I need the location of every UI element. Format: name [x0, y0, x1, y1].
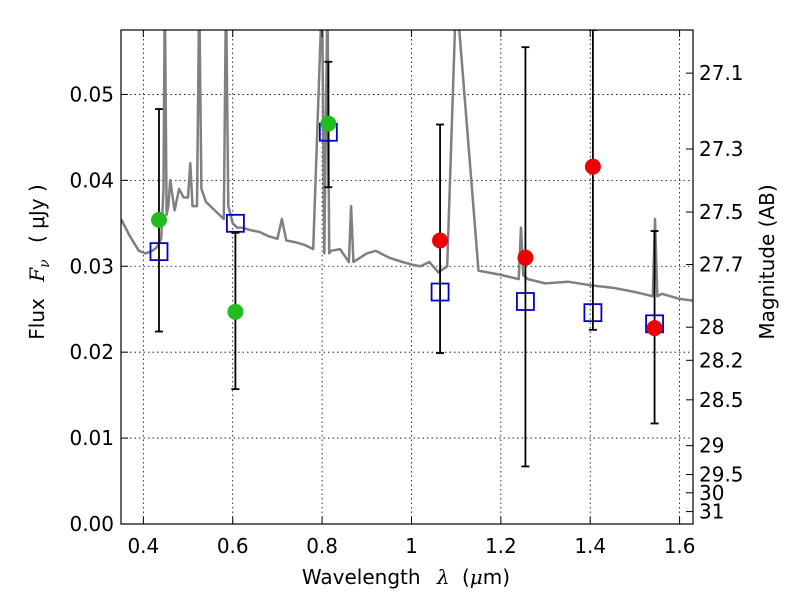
mag-tick-label: 27.7: [699, 253, 744, 277]
mag-tick-label: 31: [699, 500, 724, 524]
mag-tick-label: 27.5: [699, 200, 744, 224]
axis-ticks: 0.4 0.6 0.8 1 1.2 1.4 1.6 0.00 0.01 0.02 0.03 0.04 0…: [69, 30, 744, 558]
chart-marks: [121, 30, 693, 468]
mag-tick-label: 29: [699, 434, 724, 458]
x-axis-label: Wavelength λ (μm): [302, 565, 510, 589]
model-flux-square: [225, 213, 245, 233]
right-axis-label: Magnitude (AB): [755, 184, 779, 339]
x-tick-label: 1: [405, 534, 418, 558]
y-tick-label: 0.04: [69, 168, 114, 192]
observed-flux-point: [517, 249, 534, 266]
observed-flux-point: [150, 211, 167, 228]
y-tick-label: 0.05: [69, 82, 114, 106]
y-tick-label: 0.02: [69, 340, 114, 364]
x-tick-label: 1.2: [485, 534, 517, 558]
x-tick-label: 0.8: [306, 534, 338, 558]
y-tick-label: 0.01: [69, 426, 114, 450]
x-tick-label: 1.6: [664, 534, 696, 558]
mag-tick-label: 28.5: [699, 388, 744, 412]
y-axis-label: Flux Fν ( μJy ): [25, 184, 54, 339]
mag-tick-label: 28.2: [699, 348, 744, 372]
observed-flux-point: [584, 158, 601, 175]
y-tick-label: 0.03: [69, 254, 114, 278]
mag-tick-label: 29.5: [699, 463, 744, 487]
observed-flux-point: [432, 232, 449, 249]
observed-flux-point: [320, 115, 337, 132]
mag-tick-label: 27.1: [699, 61, 744, 85]
plot-background: [121, 30, 693, 524]
x-tick-label: 0.6: [217, 534, 249, 558]
mag-tick-label: 30: [699, 481, 724, 505]
y-tick-label: 0.00: [69, 512, 114, 536]
mag-tick-label: 28: [699, 315, 724, 339]
observed-flux-point: [227, 303, 244, 320]
plot-frame: [120, 29, 694, 525]
x-tick-label: 0.4: [127, 534, 159, 558]
observed-flux-point: [646, 320, 663, 337]
mag-tick-label: 27.3: [699, 137, 744, 161]
x-tick-label: 1.4: [574, 534, 606, 558]
